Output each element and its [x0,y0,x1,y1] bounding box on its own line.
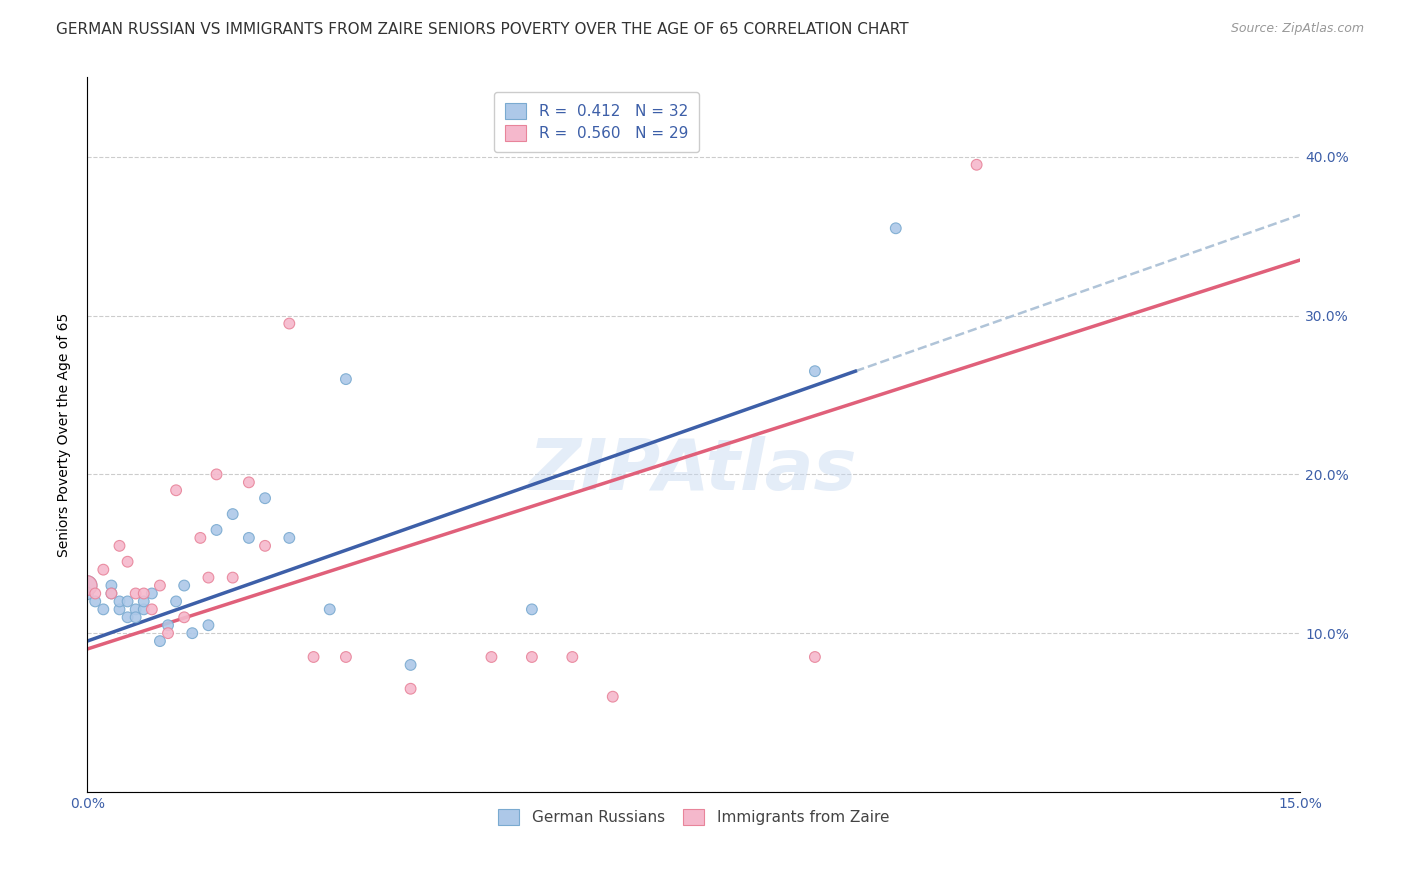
Text: Source: ZipAtlas.com: Source: ZipAtlas.com [1230,22,1364,36]
Point [222,571,245,585]
Point [84,594,107,608]
Point [132,586,155,600]
Point [117,594,139,608]
Point [141,586,163,600]
Point [156,626,179,640]
Point [278,317,301,331]
Point [520,650,543,665]
Point [197,571,219,585]
Point [156,618,179,632]
Point [165,483,187,498]
Point [278,531,301,545]
Point [76,578,98,592]
Point [238,531,260,545]
Point [108,602,131,616]
Point [602,690,624,704]
Legend: German Russians, Immigrants from Zaire: German Russians, Immigrants from Zaire [489,800,898,834]
Point [205,467,228,482]
Point [124,602,146,616]
Point [141,602,163,616]
Point [335,650,357,665]
Point [76,578,98,592]
Point [132,594,155,608]
Y-axis label: Seniors Poverty Over the Age of 65: Seniors Poverty Over the Age of 65 [58,312,72,557]
Point [222,507,245,521]
Point [181,626,204,640]
Text: GERMAN RUSSIAN VS IMMIGRANTS FROM ZAIRE SENIORS POVERTY OVER THE AGE OF 65 CORRE: GERMAN RUSSIAN VS IMMIGRANTS FROM ZAIRE … [56,22,908,37]
Point [238,475,260,490]
Point [76,586,98,600]
Point [254,491,277,506]
Point [804,650,827,665]
Point [108,594,131,608]
Point [91,602,114,616]
Point [91,563,114,577]
Text: ZIPAtlas: ZIPAtlas [530,436,858,505]
Point [100,586,122,600]
Point [520,602,543,616]
Point [205,523,228,537]
Point [254,539,277,553]
Point [173,610,195,624]
Point [190,531,212,545]
Point [319,602,342,616]
Point [481,650,503,665]
Point [399,681,422,696]
Point [966,158,988,172]
Point [100,578,122,592]
Point [124,586,146,600]
Point [399,657,422,672]
Point [561,650,583,665]
Point [124,610,146,624]
Point [302,650,325,665]
Point [197,618,219,632]
Point [117,555,139,569]
Point [132,602,155,616]
Point [108,539,131,553]
Point [149,578,172,592]
Point [804,364,827,378]
Point [117,610,139,624]
Point [884,221,907,235]
Point [84,586,107,600]
Point [173,578,195,592]
Point [165,594,187,608]
Point [335,372,357,386]
Point [100,586,122,600]
Point [149,634,172,648]
